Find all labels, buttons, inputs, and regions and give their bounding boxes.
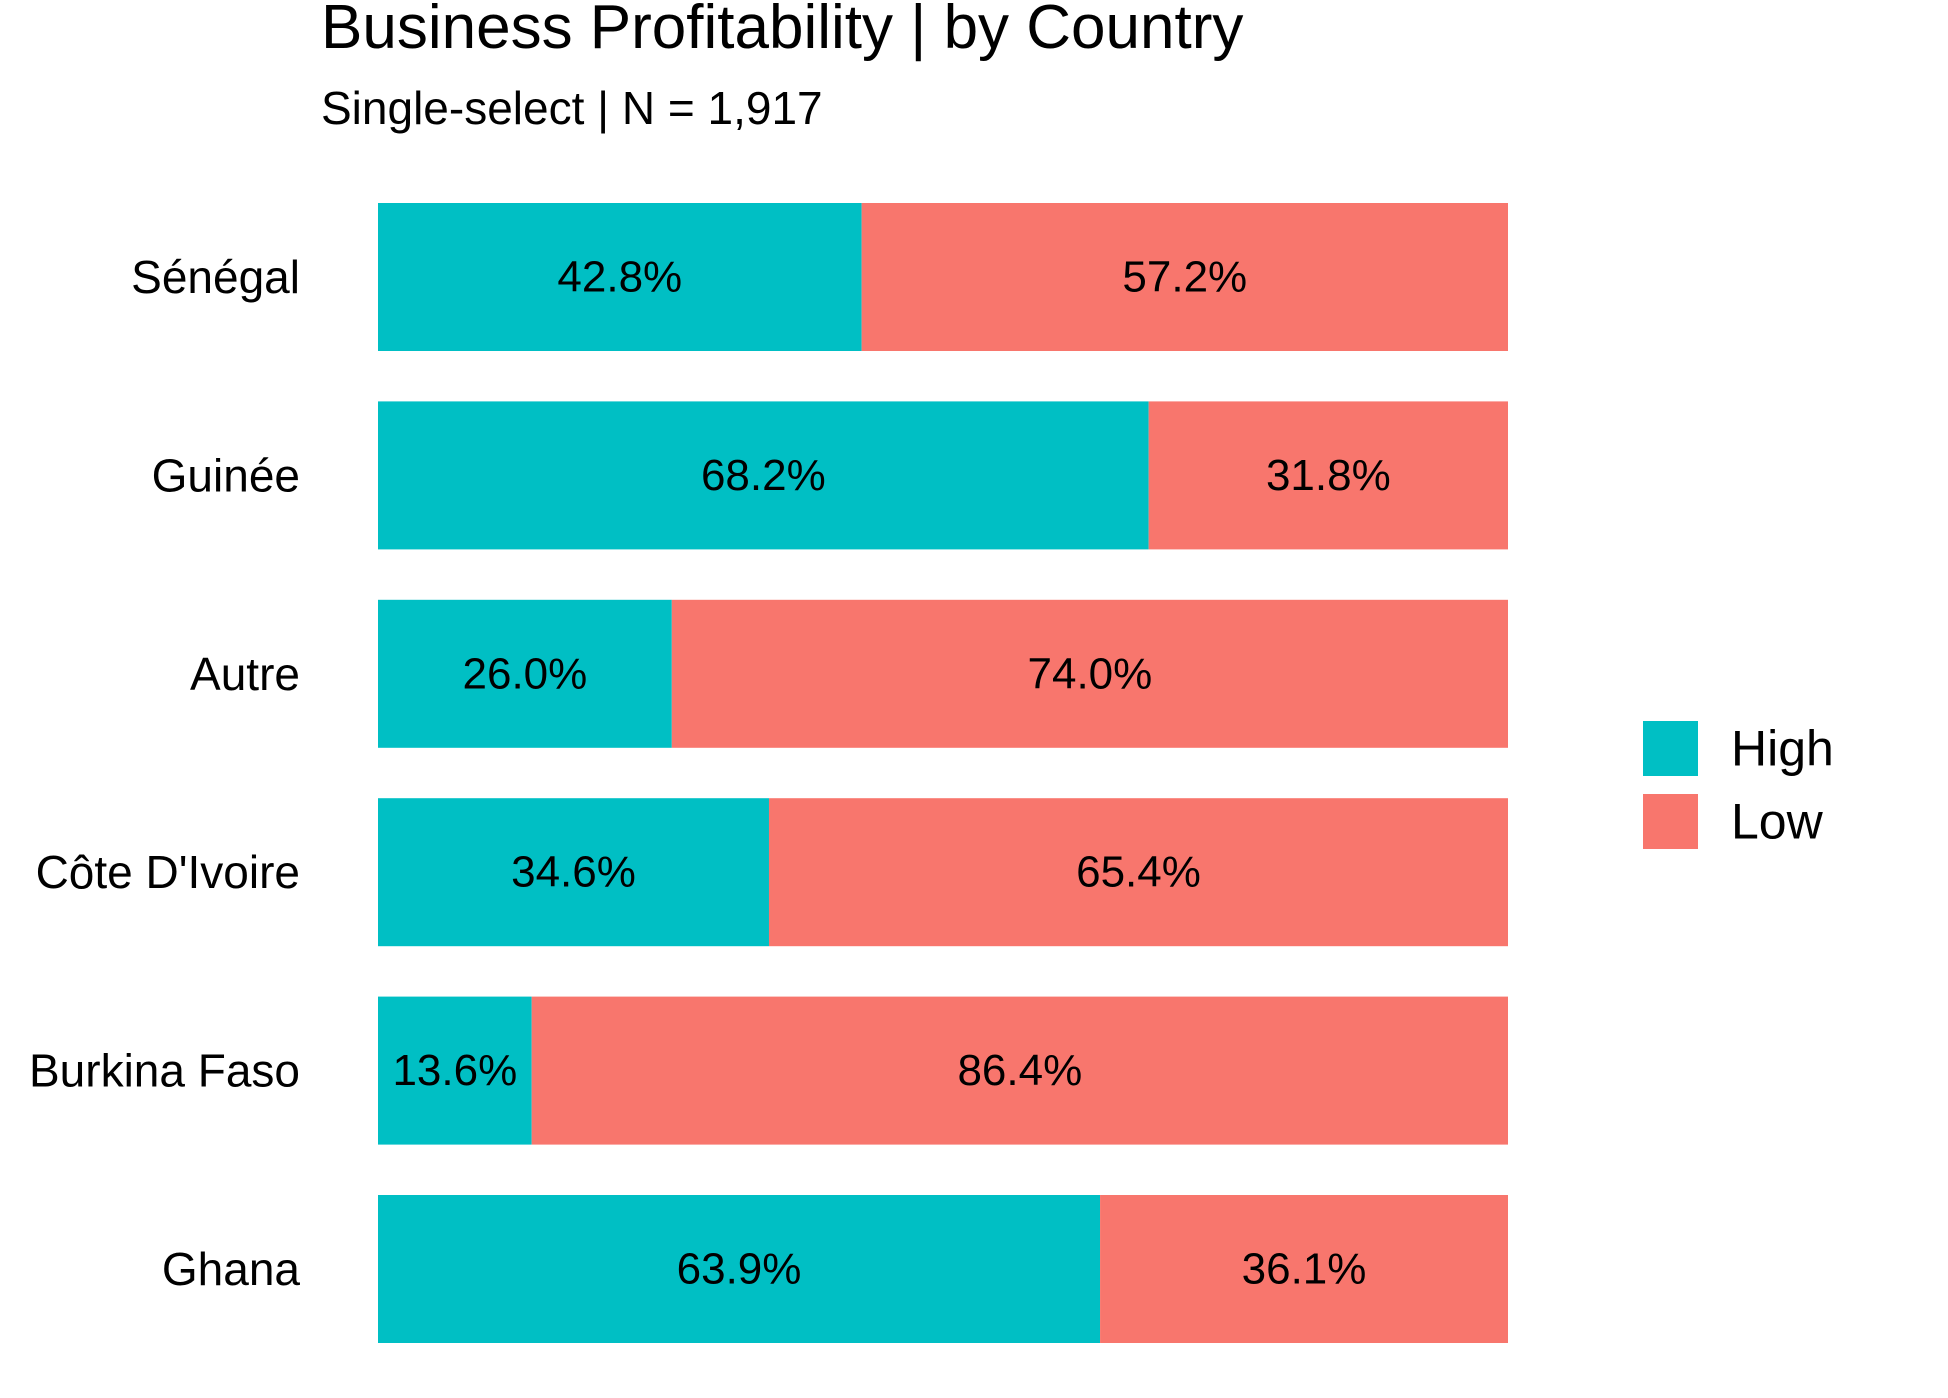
bar-segment-low-cote-d-ivoire (768, 798, 1508, 947)
bar-segment-high-ghana (378, 1195, 1101, 1343)
y-tick-label-guinee: Guinée (152, 449, 300, 501)
data-label-high-ghana: 63.9% (677, 1245, 802, 1294)
data-label-low-autre: 74.0% (1028, 649, 1153, 698)
data-label-high-guinee: 68.2% (701, 451, 826, 500)
data-label-low-burkina-faso: 86.4% (957, 1046, 1082, 1095)
bar-segment-high-guinee (378, 401, 1149, 550)
legend-label-high: High (1731, 721, 1834, 777)
y-tick-label-autre: Autre (190, 648, 300, 700)
y-tick-label-ghana: Ghana (162, 1243, 301, 1295)
bars-layer: 42.8% 57.2% 68.2% 31.8% 26.0% 74.0% 34.6% 65.4%… (378, 203, 1508, 1343)
data-label-low-guinee: 31.8% (1266, 451, 1391, 500)
bar-segment-low-autre (671, 599, 1508, 748)
bar-segment-low-senegal (861, 203, 1508, 351)
y-tick-label-senegal: Sénégal (131, 251, 300, 303)
legend-label-low: Low (1731, 794, 1824, 850)
data-label-low-ghana: 36.1% (1242, 1245, 1367, 1294)
bar-segment-low-guinee (1148, 401, 1508, 550)
legend-key-low (1643, 794, 1698, 849)
bar-segment-high-senegal (378, 203, 862, 351)
y-axis-labels: Sénégal Guinée Autre Côte D'Ivoire Burkina F… (29, 251, 300, 1295)
data-label-high-burkina-faso: 13.6% (392, 1046, 517, 1095)
legend-key-high (1643, 721, 1698, 776)
data-label-high-senegal: 42.8% (557, 253, 682, 302)
data-label-low-cote-d-ivoire: 65.4% (1076, 848, 1201, 897)
bar-segment-low-burkina-faso (531, 996, 1508, 1145)
data-label-low-senegal: 57.2% (1122, 253, 1247, 302)
legend: High Low (1643, 721, 1834, 850)
chart-subtitle: Single-select | N = 1,917 (321, 82, 823, 134)
chart-title: Business Profitability | by Country (321, 0, 1243, 62)
y-tick-label-burkina-faso: Burkina Faso (29, 1045, 300, 1097)
data-label-high-cote-d-ivoire: 34.6% (511, 848, 636, 897)
bar-segment-high-cote-d-ivoire (378, 798, 769, 947)
bar-segment-high-burkina-faso (378, 996, 532, 1145)
bar-segment-high-autre (378, 599, 672, 748)
y-tick-label-cote-d-ivoire: Côte D'Ivoire (36, 846, 300, 898)
bar-segment-low-ghana (1100, 1195, 1508, 1343)
data-label-high-autre: 26.0% (463, 649, 588, 698)
